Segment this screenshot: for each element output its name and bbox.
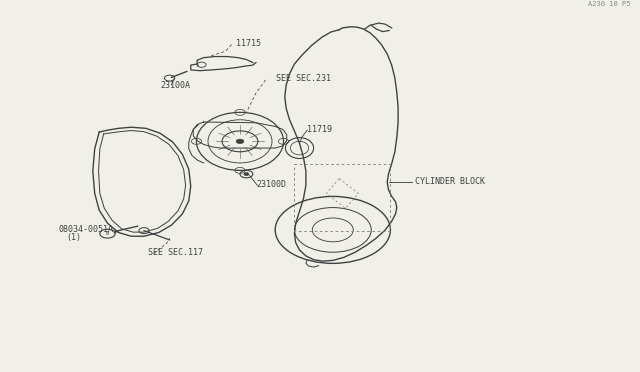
Text: 23100A: 23100A (160, 81, 190, 90)
Circle shape (236, 139, 244, 144)
Circle shape (244, 173, 249, 176)
Text: 11719: 11719 (307, 125, 332, 134)
Text: 08034-0051A: 08034-0051A (59, 225, 114, 234)
Text: CYLINDER BLOCK: CYLINDER BLOCK (415, 177, 484, 186)
Text: 11715: 11715 (236, 39, 260, 48)
Text: 23100D: 23100D (256, 180, 286, 189)
Text: A230 10 P5: A230 10 P5 (588, 1, 630, 7)
Text: (1): (1) (67, 233, 81, 242)
Text: SEE SEC.231: SEE SEC.231 (276, 74, 332, 83)
Text: SEE SEC.117: SEE SEC.117 (148, 248, 204, 257)
Text: B: B (106, 231, 109, 236)
